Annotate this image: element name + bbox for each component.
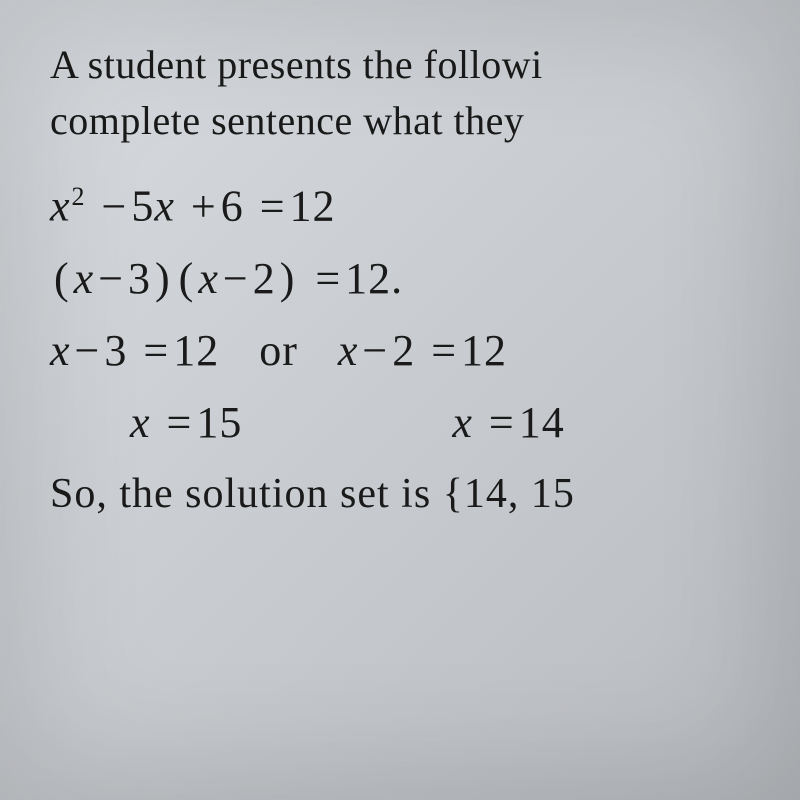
op-eq: = <box>489 398 515 447</box>
page-content: A student presents the followi complete … <box>0 0 800 573</box>
op-minus: − <box>98 254 124 303</box>
or-word: or <box>259 326 298 375</box>
solution-a: x =15 <box>130 401 242 445</box>
equation-1: x2 −5x +6 =12 <box>50 184 770 229</box>
equation-4: x =15 x =14 <box>50 401 770 445</box>
const-3: 3 <box>128 254 151 303</box>
op-minus: − <box>223 254 249 303</box>
rhs-12: 12 <box>173 326 219 375</box>
prompt-line-1: A student presents the followi <box>50 40 770 90</box>
var-x: x <box>130 398 151 447</box>
var-x: x <box>50 182 71 231</box>
var-x: x <box>50 326 71 375</box>
equation-2: (x−3)(x−2) =12. <box>50 257 770 301</box>
var-x: x <box>74 254 95 303</box>
val-14: 14 <box>464 471 508 517</box>
final-line: So, the solution set is {14, 15 <box>50 473 770 515</box>
op-eq: = <box>315 254 341 303</box>
math-block: x2 −5x +6 =12 (x−3)(x−2) =12. x−3 =12 or… <box>50 184 770 515</box>
paren-open: ( <box>179 254 195 303</box>
const-6: 6 <box>221 182 244 231</box>
op-eq: = <box>143 326 169 375</box>
solution-b: x =14 <box>452 401 564 445</box>
paren-open: ( <box>54 254 70 303</box>
val-15: 15 <box>196 398 242 447</box>
rhs-12: 12 <box>290 182 336 231</box>
op-plus: + <box>191 182 217 231</box>
val-14: 14 <box>519 398 565 447</box>
rhs-12: 12 <box>345 254 391 303</box>
var-x: x <box>452 398 473 447</box>
const-2: 2 <box>253 254 276 303</box>
paren-close: ) <box>280 254 296 303</box>
prompt-line-2: complete sentence what they <box>50 96 770 146</box>
const-2: 2 <box>392 326 415 375</box>
comma: , <box>508 471 531 517</box>
const-3: 3 <box>104 326 127 375</box>
op-eq: = <box>431 326 457 375</box>
op-minus: − <box>102 182 128 231</box>
paren-close: ) <box>155 254 171 303</box>
val-15: 15 <box>531 471 575 517</box>
rhs-12: 12 <box>461 326 507 375</box>
exponent-2: 2 <box>72 182 86 211</box>
op-eq: = <box>260 182 286 231</box>
op-minus: − <box>75 326 101 375</box>
final-pre: So, the solution set is <box>50 471 443 517</box>
op-minus: − <box>362 326 388 375</box>
var-x: x <box>198 254 219 303</box>
brace-open: { <box>443 471 464 517</box>
equation-3: x−3 =12 or x−2 =12 <box>50 329 770 373</box>
coef-5: 5 <box>131 182 154 231</box>
trailing-dot: . <box>391 254 403 303</box>
op-eq: = <box>167 398 193 447</box>
var-x: x <box>154 182 175 231</box>
var-x: x <box>338 326 359 375</box>
